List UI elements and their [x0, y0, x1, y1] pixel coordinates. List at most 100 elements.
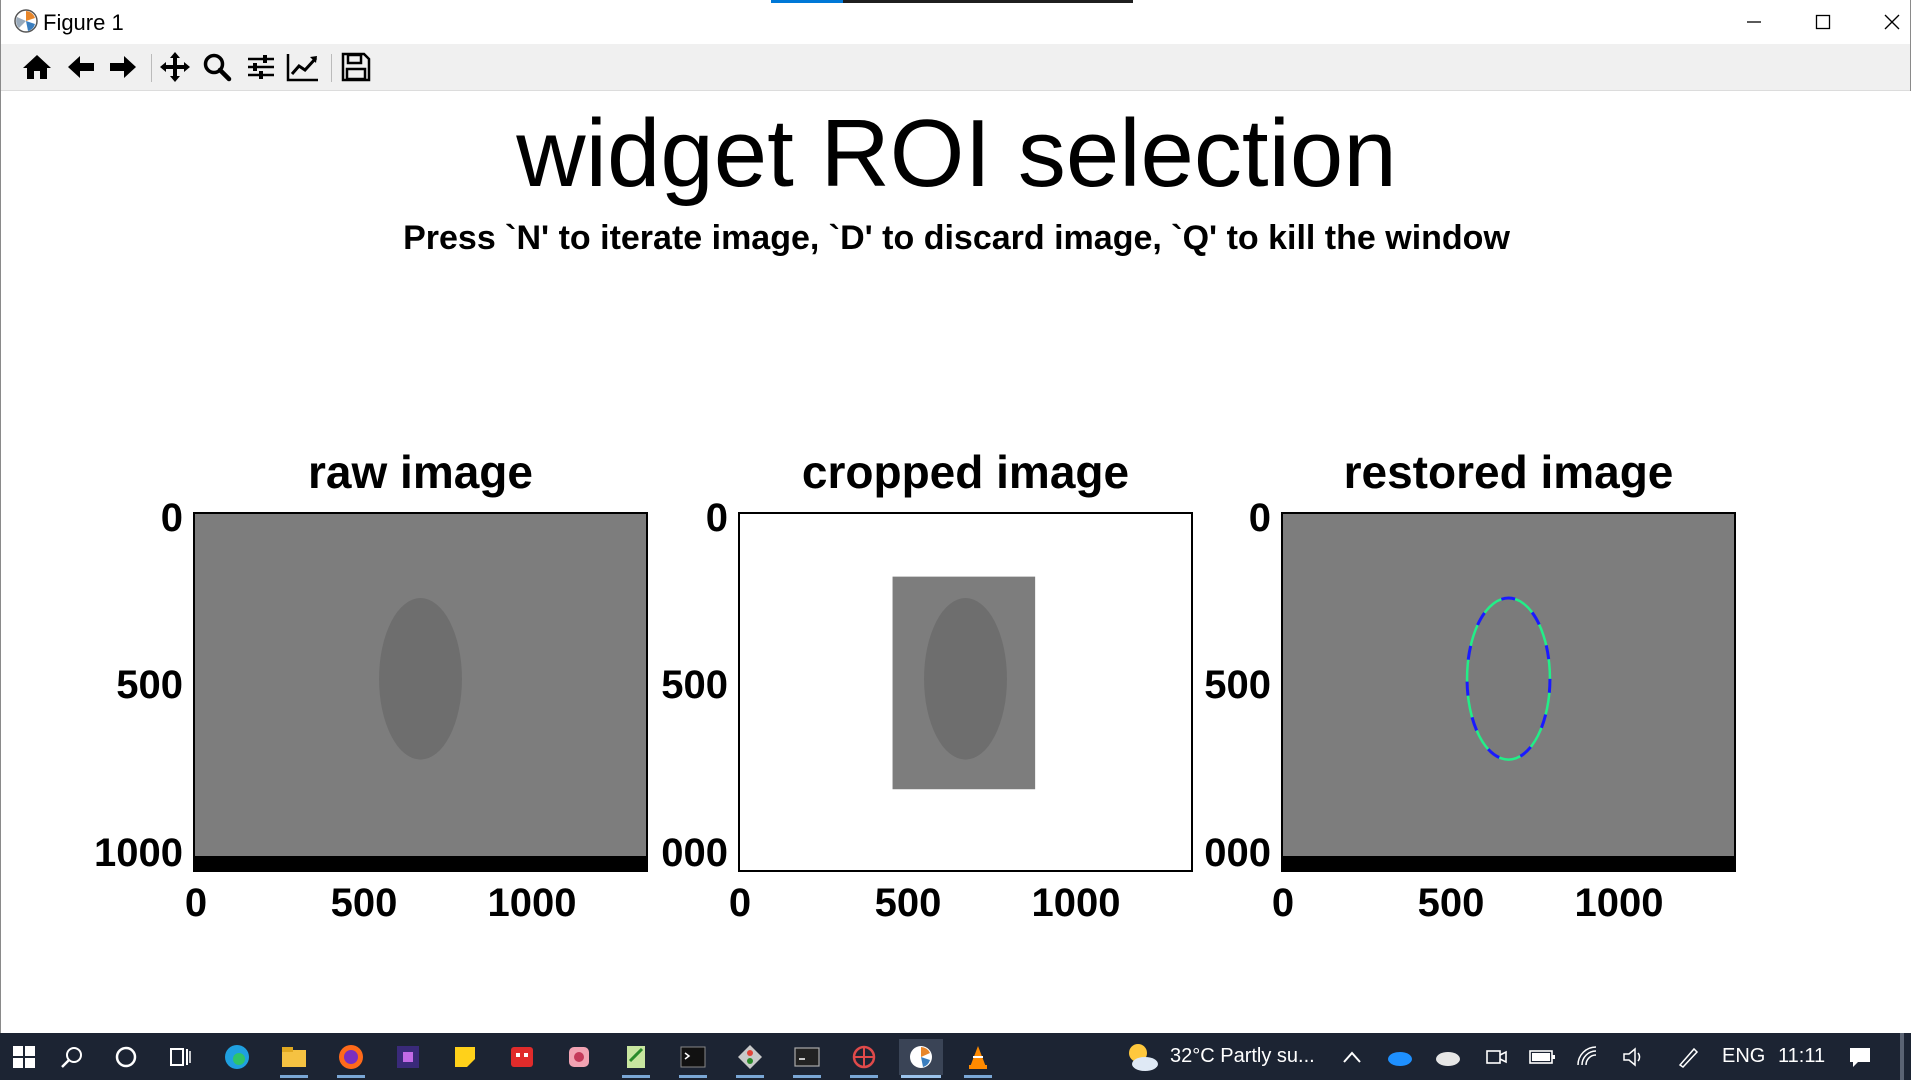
- taskbar-app-figure-active[interactable]: [899, 1039, 943, 1078]
- ytick-label: 500: [116, 663, 183, 707]
- taskbar-app-web[interactable]: [842, 1039, 886, 1078]
- configure-subplots-button[interactable]: [243, 51, 279, 83]
- figure-suptitle: widget ROI selection: [516, 100, 1397, 207]
- zoom-button[interactable]: [199, 51, 235, 83]
- meet-now-tray[interactable]: [1474, 1039, 1518, 1075]
- cloud-tray[interactable]: [1426, 1039, 1470, 1075]
- close-button[interactable]: [1857, 0, 1911, 44]
- arrow-right-icon: [110, 56, 136, 78]
- task-view-icon: [170, 1048, 191, 1066]
- taskbar-app-firefox[interactable]: [329, 1039, 373, 1078]
- minimize-button[interactable]: [1719, 0, 1789, 44]
- task-view-button[interactable]: [158, 1039, 202, 1075]
- window-title: Figure 1: [43, 10, 124, 35]
- taskbar-app-pink[interactable]: [557, 1039, 601, 1075]
- toolbar-separator: [331, 54, 332, 82]
- python-figure-icon: [910, 1046, 932, 1068]
- windows-logo-icon: [13, 1046, 35, 1068]
- edit-axis-button[interactable]: [285, 51, 321, 83]
- title-accent-right: [843, 0, 1133, 3]
- magnifier-icon: [203, 53, 232, 82]
- pan-button[interactable]: [157, 51, 193, 83]
- navigation-toolbar: [1, 44, 1910, 91]
- clock[interactable]: 11:11: [1778, 1033, 1825, 1080]
- xtick-label: 500: [330, 881, 398, 925]
- onedrive-tray[interactable]: [1378, 1039, 1422, 1075]
- taskbar-app-terminal[interactable]: [671, 1039, 715, 1078]
- taskbar-app-edge[interactable]: [215, 1039, 259, 1075]
- sem-info-footer: [1283, 856, 1734, 870]
- back-button[interactable]: [63, 51, 99, 83]
- clock-time: 11:11: [1778, 1045, 1826, 1067]
- search-icon: [61, 1047, 82, 1068]
- taskbar-app-explorer[interactable]: [272, 1039, 316, 1078]
- line-chart-icon: [286, 54, 318, 82]
- partly-sunny-icon: [1129, 1043, 1158, 1071]
- taskbar-app-notepad[interactable]: [614, 1039, 658, 1078]
- cortana-button[interactable]: [104, 1039, 148, 1075]
- sample-object: [924, 598, 1007, 760]
- xtick-label: 0: [728, 881, 752, 925]
- running-indicator: [901, 1075, 941, 1078]
- file-explorer-icon: [282, 1047, 306, 1067]
- home-button[interactable]: [19, 51, 55, 83]
- ytick-label: 0: [160, 496, 183, 540]
- toolbar-separator: [151, 54, 152, 82]
- running-indicator: [622, 1075, 650, 1078]
- weather-widget[interactable]: 32°C Partly su...: [1124, 1033, 1315, 1080]
- sem-info-footer: [195, 856, 646, 870]
- minimize-icon: [1747, 21, 1761, 23]
- speaker-icon: [1623, 1047, 1641, 1067]
- move-icon: [160, 52, 190, 82]
- running-indicator: [793, 1075, 821, 1078]
- ytick-label: 500: [1204, 663, 1271, 707]
- app-red-icon: [511, 1047, 533, 1067]
- xtick-label: 1000: [1031, 881, 1121, 925]
- xtick-label: 500: [1417, 881, 1485, 925]
- axes-restored-image[interactable]: [1281, 512, 1736, 872]
- running-indicator: [337, 1075, 365, 1078]
- running-indicator: [850, 1075, 878, 1078]
- wifi-icon: [1577, 1046, 1597, 1066]
- axes-raw-image[interactable]: [193, 512, 648, 872]
- taskbar-app-vlc[interactable]: [956, 1039, 1000, 1078]
- image-plot: [892, 576, 1036, 790]
- xtick-label: 0: [184, 881, 208, 925]
- figure-canvas[interactable]: widget ROI selection Press `N' to iterat…: [1, 91, 1911, 1033]
- maximize-button[interactable]: [1788, 0, 1858, 44]
- taskbar-app-sticky-notes[interactable]: [443, 1039, 487, 1075]
- axes-cropped-image[interactable]: [738, 512, 1193, 872]
- taskbar-app-purple[interactable]: [386, 1039, 430, 1075]
- cloud-icon: [1436, 1052, 1460, 1066]
- search-button[interactable]: [50, 1039, 94, 1075]
- git-icon: [738, 1045, 762, 1069]
- taskbar-app-red[interactable]: [500, 1039, 544, 1075]
- xtick-label: 1000: [487, 881, 577, 925]
- show-desktop-button[interactable]: [1900, 1033, 1904, 1080]
- show-hidden-icons-button[interactable]: [1330, 1039, 1374, 1075]
- pen-icon: [1678, 1047, 1699, 1068]
- sample-object: [1467, 598, 1550, 760]
- volume-tray[interactable]: [1612, 1039, 1656, 1075]
- pen-tray[interactable]: [1666, 1039, 1710, 1075]
- wifi-tray[interactable]: [1566, 1039, 1610, 1075]
- taskbar-app-cmd[interactable]: [785, 1039, 829, 1078]
- language-indicator[interactable]: ENG: [1722, 1033, 1765, 1080]
- title-accent-left: [771, 0, 843, 3]
- xtick-label: 1000: [1574, 881, 1664, 925]
- start-button[interactable]: [2, 1039, 46, 1075]
- chevron-up-icon: [1343, 1051, 1361, 1063]
- ytick-label: 0: [705, 496, 728, 540]
- save-button[interactable]: [338, 51, 374, 83]
- running-indicator: [679, 1075, 707, 1078]
- taskbar-app-git[interactable]: [728, 1039, 772, 1078]
- windows-taskbar: 32°C Partly su... ENG 11:11: [0, 1033, 1911, 1080]
- title-bar[interactable]: Figure 1: [1, 0, 1910, 44]
- forward-button[interactable]: [105, 51, 141, 83]
- edge-icon: [225, 1045, 249, 1069]
- close-icon: [1884, 14, 1900, 30]
- notifications-button[interactable]: [1838, 1039, 1882, 1075]
- sample-object: [379, 598, 462, 760]
- battery-tray[interactable]: [1520, 1039, 1564, 1075]
- onedrive-icon: [1388, 1052, 1412, 1066]
